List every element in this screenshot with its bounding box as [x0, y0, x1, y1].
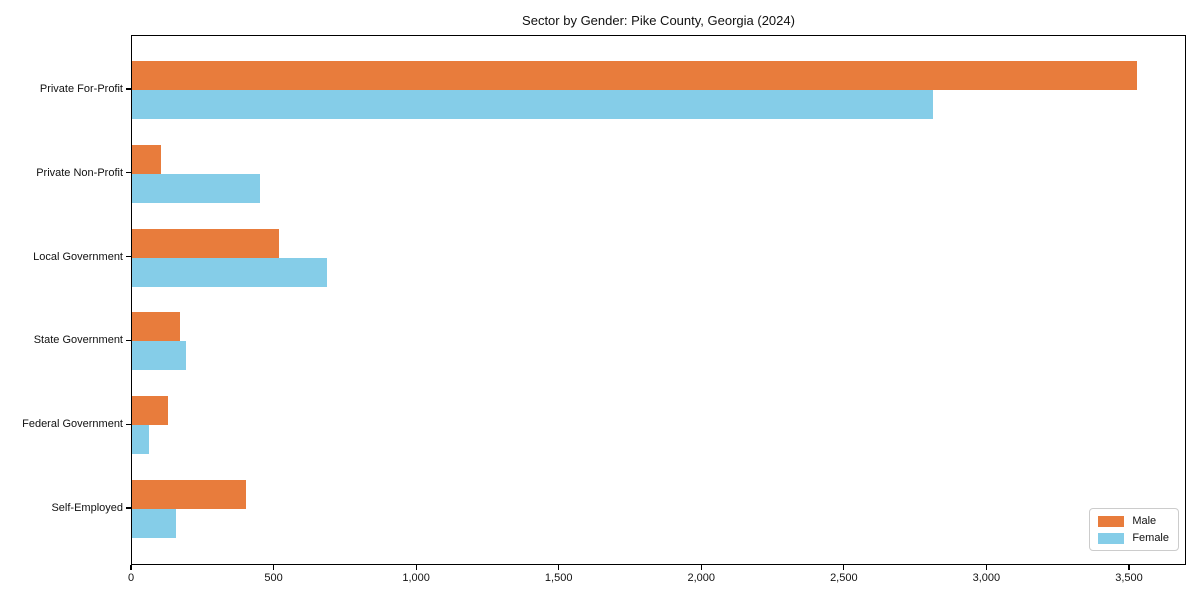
y-tick-mark-state-government	[126, 339, 131, 341]
category-label-federal-government: Federal Government	[22, 418, 123, 431]
x-tick-mark-0	[130, 565, 132, 570]
x-tick-mark-1000	[415, 565, 417, 570]
y-tick-mark-private-non-profit	[126, 172, 131, 174]
bar-female-state-government	[132, 341, 186, 371]
x-tick-mark-2500	[843, 565, 845, 570]
bar-female-private-non-profit	[132, 173, 260, 203]
bar-male-federal-government	[132, 396, 168, 426]
x-tick-label-0: 0	[127, 572, 135, 584]
x-tick-mark-3000	[985, 565, 987, 570]
category-label-private-non-profit: Private Non-Profit	[36, 166, 123, 179]
x-tick-label-1500: 1,500	[544, 572, 573, 584]
category-label-local-government: Local Government	[33, 250, 123, 263]
bar-female-self-employed	[132, 509, 176, 538]
x-tick-label-1000: 1,000	[402, 572, 430, 584]
category-label-private-for-profit: Private For-Profit	[39, 83, 123, 95]
bar-male-state-government	[132, 312, 180, 342]
chart-title: Sector by Gender: Pike County, Georgia (…	[522, 13, 795, 28]
x-tick-label-2500: 2,500	[830, 572, 858, 584]
bar-male-private-for-profit	[132, 61, 1137, 90]
legend-label-male: Male	[1132, 515, 1157, 527]
x-tick-label-500: 500	[264, 572, 283, 584]
legend-label-female: Female	[1132, 532, 1169, 544]
y-tick-mark-federal-government	[126, 423, 131, 425]
bar-male-self-employed	[132, 480, 246, 509]
legend-swatch-female	[1098, 532, 1125, 544]
legend-swatch-male	[1098, 515, 1125, 527]
legend: Male Female	[1089, 508, 1179, 551]
bar-male-private-non-profit	[132, 144, 161, 174]
plot-area: Male Female	[131, 35, 1186, 565]
bar-female-federal-government	[132, 425, 149, 455]
x-tick-mark-500	[272, 565, 275, 570]
bar-female-private-for-profit	[132, 90, 933, 119]
x-tick-label-3000: 3,000	[972, 572, 1001, 584]
legend-item-male: Male	[1098, 515, 1169, 527]
x-tick-label-2000: 2,000	[687, 572, 716, 584]
y-tick-mark-self-employed	[126, 507, 131, 509]
y-tick-mark-private-for-profit	[126, 88, 131, 90]
x-tick-mark-2000	[700, 565, 702, 570]
category-label-state-government: State Government	[33, 334, 123, 347]
bar-male-local-government	[132, 228, 279, 258]
x-tick-mark-3500	[1128, 565, 1130, 570]
y-tick-mark-local-government	[126, 256, 131, 258]
x-tick-mark-1500	[558, 565, 560, 570]
legend-item-female: Female	[1098, 532, 1169, 544]
bar-female-local-government	[132, 257, 327, 287]
x-tick-label-3500: 3,500	[1115, 572, 1143, 584]
category-label-self-employed: Self-Employed	[51, 502, 123, 514]
